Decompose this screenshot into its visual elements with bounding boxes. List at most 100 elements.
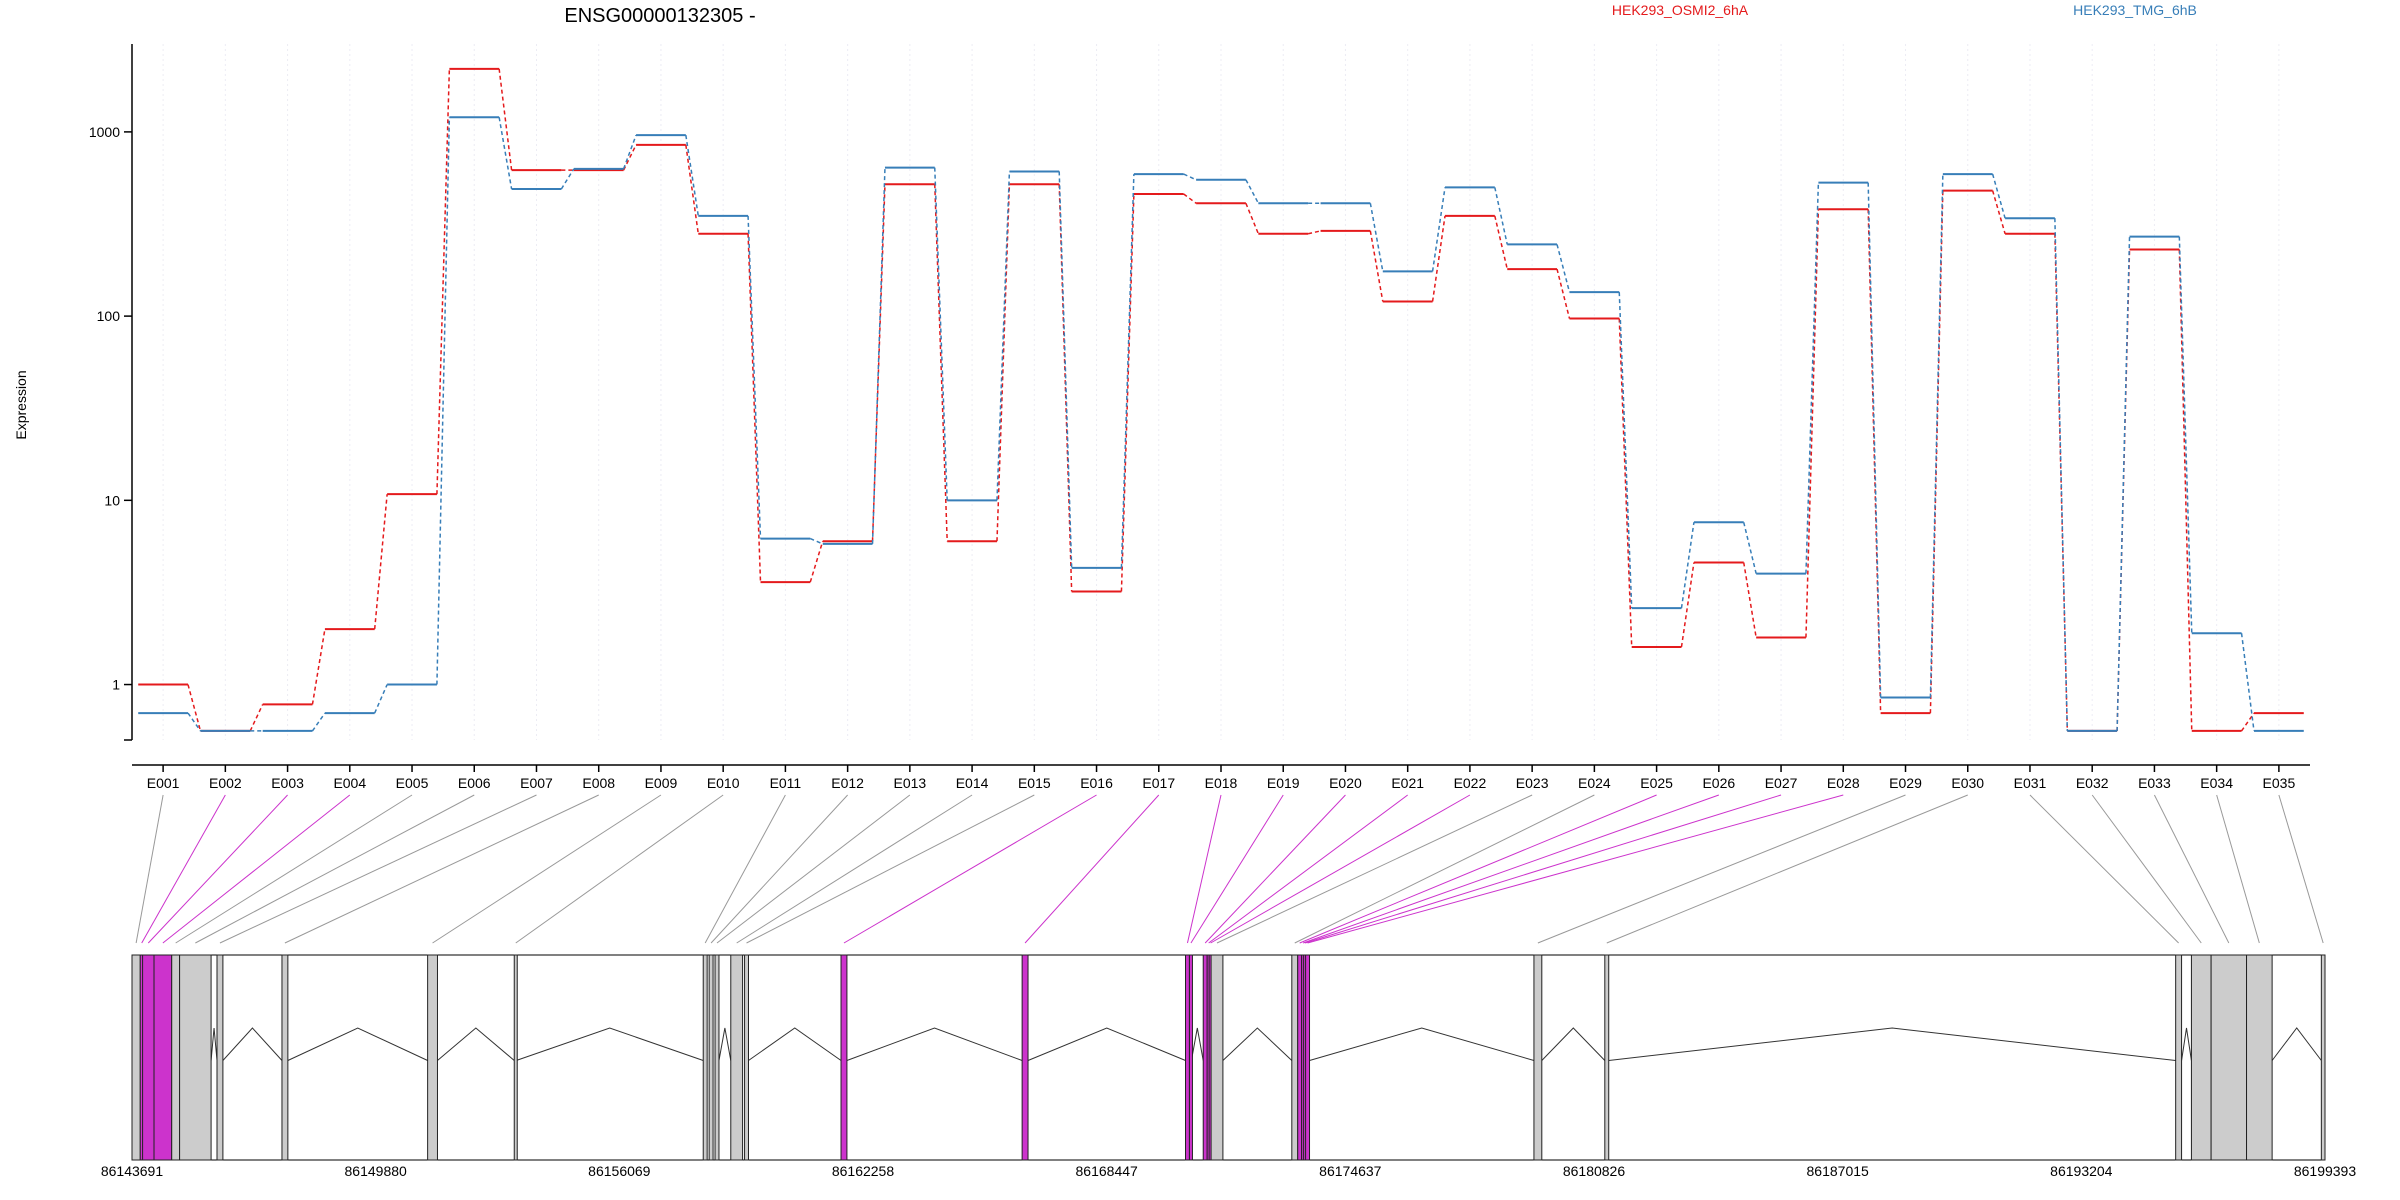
exon-block <box>427 954 438 1161</box>
x-tick-label: E012 <box>831 775 864 791</box>
y-ticks: 1 10 100 1000 <box>89 124 132 741</box>
series-connector <box>622 134 637 170</box>
series-connector <box>436 117 451 685</box>
y-tick-label: 10 <box>104 492 120 508</box>
exon-block <box>513 954 518 1161</box>
x-tick-label: E007 <box>520 775 553 791</box>
x-tick-label: E034 <box>2200 775 2233 791</box>
intron-line <box>287 1027 428 1061</box>
exon-connector <box>2278 794 2324 944</box>
exon-block <box>702 954 708 1161</box>
series-connector <box>560 168 575 190</box>
coordinate-tick-label: 86156069 <box>588 1163 651 1179</box>
exon-connector <box>704 794 786 944</box>
x-tick-label: E001 <box>147 775 180 791</box>
exon-block <box>1202 954 1208 1161</box>
exon-block <box>171 954 181 1161</box>
chart-title: ENSG00000132305 - <box>564 5 755 27</box>
legend-label-series-0: HEK293_OSMI2_6hA <box>1612 2 1749 18</box>
intron-line <box>718 1027 732 1061</box>
exon-block <box>2246 954 2273 1161</box>
series-connector <box>498 117 513 190</box>
y-tick-label: 100 <box>97 308 121 324</box>
x-tick-label: E023 <box>1516 775 1549 791</box>
exon-block <box>281 954 289 1161</box>
series-connector <box>1680 562 1695 648</box>
series-connector <box>187 712 202 732</box>
x-tick-label: E010 <box>707 775 740 791</box>
x-tick-label: E031 <box>2014 775 2047 791</box>
intron-line <box>2181 1027 2192 1061</box>
exon-connector <box>716 794 911 944</box>
exon-connector <box>2029 794 2179 944</box>
exon-block <box>1185 954 1190 1161</box>
series-connector <box>933 184 948 542</box>
x-tick-label: E014 <box>956 775 989 791</box>
x-tick-label: E025 <box>1640 775 1673 791</box>
exon-connector <box>1216 794 1533 944</box>
x-tick-label: E030 <box>1951 775 1984 791</box>
x-tick-label: E016 <box>1080 775 1113 791</box>
exon-block <box>1188 954 1193 1161</box>
x-tick-label: E013 <box>894 775 927 791</box>
exon-block <box>1021 954 1029 1161</box>
intron-line <box>1608 1027 2176 1061</box>
series-connector <box>436 68 451 495</box>
series-connector <box>1556 268 1571 319</box>
gene-model-frame <box>131 954 2326 1161</box>
x-tick-label: E003 <box>271 775 304 791</box>
series-connector <box>1058 171 1073 568</box>
series-connector <box>1369 203 1384 272</box>
intron-line <box>1541 1027 1606 1061</box>
series-connector <box>1742 522 1757 574</box>
coordinate-tick-label: 86187015 <box>1807 1163 1870 1179</box>
x-tick-label: E008 <box>582 775 615 791</box>
exon-connector <box>1537 794 1906 944</box>
series-connector <box>1867 182 1882 698</box>
exon-block <box>1305 954 1311 1161</box>
x-tick-label: E017 <box>1142 775 1175 791</box>
x-tick-label: E033 <box>2138 775 2171 791</box>
coordinate-tick-label: 86180826 <box>1563 1163 1626 1179</box>
grid <box>162 44 2280 740</box>
exon-block <box>2210 954 2248 1161</box>
x-tick-label: E004 <box>333 775 366 791</box>
series-connector <box>871 184 886 542</box>
exon-connector <box>2091 794 2202 944</box>
series-connector <box>2054 218 2069 731</box>
exon-block <box>1291 954 1299 1161</box>
exon-connector <box>710 794 848 944</box>
x-tick-label: E015 <box>1018 775 1051 791</box>
series-lines <box>138 67 2304 732</box>
x-tick-label: E024 <box>1578 775 1611 791</box>
exon-connector <box>147 794 288 944</box>
series-connector <box>1929 174 1944 698</box>
exon-connector <box>1307 794 1844 944</box>
exon-connector <box>1208 794 1408 944</box>
series-connector <box>187 684 202 732</box>
series-connector <box>2054 233 2069 731</box>
x-tick-label: E011 <box>770 775 802 791</box>
exon-block <box>179 954 212 1161</box>
series-connector <box>747 233 762 583</box>
exon-connector <box>1304 794 1782 944</box>
series-connector <box>1991 173 2006 219</box>
y-tick-label: 1 <box>112 677 120 693</box>
exon-connector <box>175 794 413 944</box>
series-connector <box>249 704 264 732</box>
intron-line <box>437 1027 515 1061</box>
x-tick-label: E018 <box>1205 775 1238 791</box>
exon-block <box>2190 954 2212 1161</box>
series-connector <box>1369 230 1384 302</box>
exon-block <box>1604 954 1610 1161</box>
exon-block <box>131 954 141 1161</box>
series-connector <box>1805 209 1820 638</box>
coordinate-tick-label: 86149880 <box>345 1163 408 1179</box>
exon-connector <box>843 794 1097 944</box>
exon-block <box>216 954 224 1161</box>
series-connector <box>685 135 700 216</box>
x-ticks: E001 E002 E003 E004 E005 E006 E007 E008 E009 E010… <box>147 765 2295 791</box>
exon-block <box>744 954 749 1161</box>
series-connector <box>1742 562 1757 638</box>
